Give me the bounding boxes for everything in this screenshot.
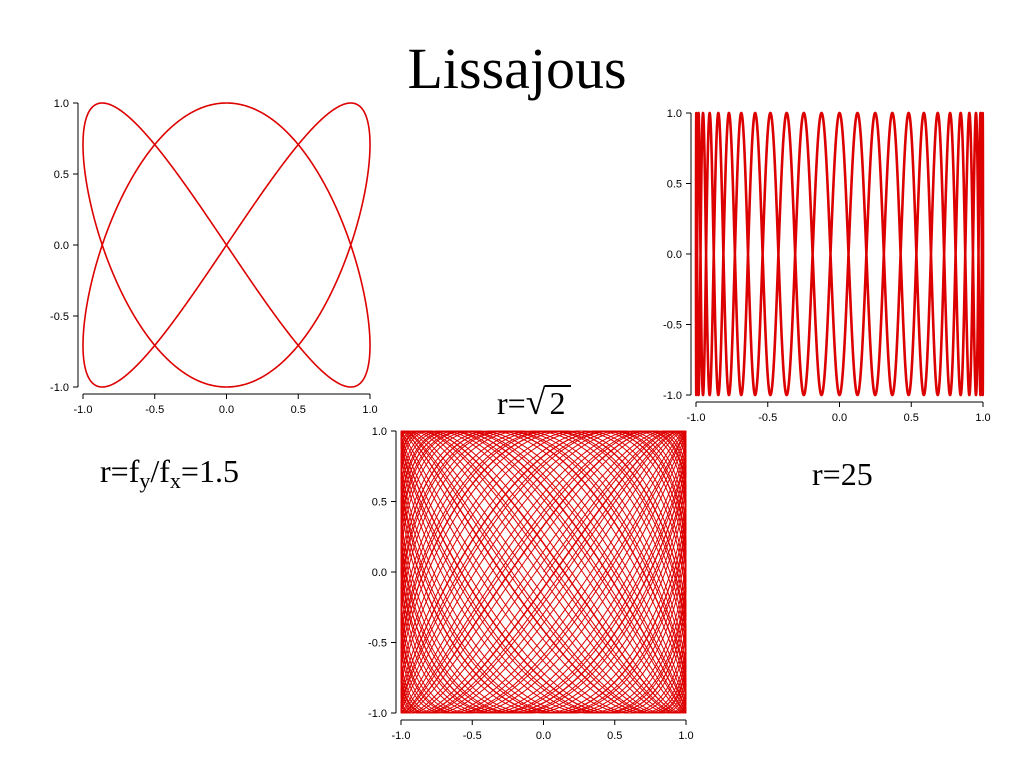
lissajous-curve-ratio-1.5 [82, 102, 371, 388]
x-tick-label-ratio-sqrt-2: 0.5 [607, 730, 622, 742]
x-tick-label-ratio-1.5: -0.5 [145, 404, 164, 416]
caption-value: =1.5 [180, 453, 239, 489]
lissajous-curve-ratio-25 [694, 111, 985, 397]
y-tick-label-ratio-sqrt-2: 0.0 [372, 567, 387, 579]
y-tick-label-ratio-1.5: 0.0 [54, 240, 69, 252]
sqrt-symbol: √ [525, 382, 546, 422]
caption-slash-f: /f [150, 453, 170, 489]
y-tick-label-ratio-sqrt-2: -0.5 [368, 638, 387, 650]
y-tick-label-ratio-1.5: 0.5 [54, 169, 69, 181]
lissajous-curve-ratio-sqrt-2 [400, 430, 687, 714]
y-tick-label-ratio-1.5: 1.0 [54, 98, 69, 110]
x-tick-label-ratio-25: -1.0 [687, 412, 706, 424]
x-tick-label-ratio-sqrt-2: -0.5 [463, 730, 482, 742]
y-tick-label-ratio-25: 1.0 [667, 108, 682, 120]
y-tick-label-ratio-25: -0.5 [663, 320, 682, 332]
x-tick-label-ratio-25: 1.0 [975, 412, 990, 424]
sqrt-radicand: 2 [545, 385, 572, 421]
x-tick-label-ratio-25: 0.0 [832, 412, 847, 424]
x-tick-label-ratio-sqrt-2: 1.0 [678, 730, 693, 742]
slide-title: Lissajous [407, 36, 627, 101]
x-tick-label-ratio-1.5: -1.0 [74, 404, 93, 416]
x-tick-label-ratio-sqrt-2: 0.0 [536, 730, 551, 742]
y-tick-label-ratio-1.5: -0.5 [50, 311, 69, 323]
y-tick-label-ratio-sqrt-2: 1.0 [372, 426, 387, 438]
x-tick-label-ratio-1.5: 1.0 [362, 404, 377, 416]
y-tick-label-ratio-sqrt-2: -1.0 [368, 708, 387, 720]
y-tick-label-ratio-1.5: -1.0 [50, 382, 69, 394]
caption-ratio-sqrt2: r=√ 2 [497, 382, 572, 422]
caption-ratio-1-5: r=fy/fx=1.5 [100, 453, 239, 492]
x-tick-label-ratio-1.5: 0.0 [219, 404, 234, 416]
y-tick-label-ratio-25: 0.5 [667, 179, 682, 191]
x-tick-label-ratio-1.5: 0.5 [291, 404, 306, 416]
y-tick-label-ratio-sqrt-2: 0.5 [372, 497, 387, 509]
x-tick-label-ratio-25: -0.5 [758, 412, 777, 424]
caption-ratio-25: r=25 [812, 456, 873, 492]
y-tick-label-ratio-25: 0.0 [667, 249, 682, 261]
caption-r-equals: r= [497, 385, 526, 421]
x-tick-label-ratio-25: 0.5 [904, 412, 919, 424]
caption-r-prefix: r=f [100, 453, 140, 489]
y-tick-label-ratio-25: -1.0 [663, 390, 682, 402]
x-tick-label-ratio-sqrt-2: -1.0 [392, 730, 411, 742]
caption-sub-x: x [169, 468, 181, 493]
caption-sub-y: y [139, 468, 151, 493]
